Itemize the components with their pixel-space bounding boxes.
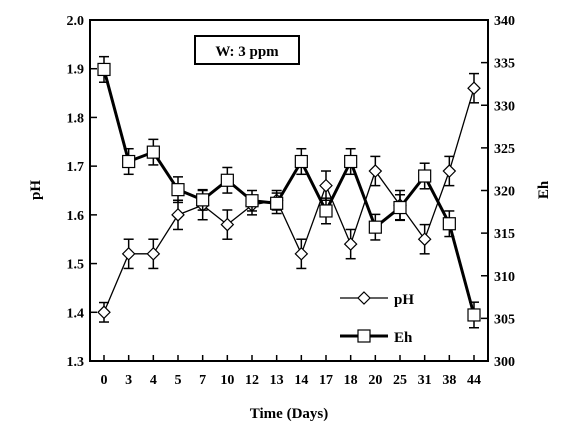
legend-label-ph: pH — [394, 292, 414, 308]
data-point-eh — [245, 194, 259, 208]
y2-tick-label: 315 — [494, 227, 515, 242]
data-point-eh — [171, 183, 185, 197]
diamond-marker-icon — [357, 291, 371, 305]
data-point-eh — [146, 145, 160, 159]
y-tick-label: 1.4 — [67, 306, 85, 321]
x-tick-label: 0 — [101, 373, 108, 388]
y-tick-label: 1.9 — [67, 63, 85, 78]
data-point-eh — [442, 217, 456, 231]
data-point-eh — [196, 193, 210, 207]
y2-tick-label: 340 — [494, 14, 515, 29]
y-tick-label: 2.0 — [67, 14, 85, 29]
x-tick-label: 12 — [245, 373, 259, 388]
series-layer — [97, 55, 481, 329]
series-eh — [97, 55, 481, 329]
x-tick-label: 20 — [368, 373, 382, 388]
data-point-ph — [343, 237, 358, 251]
data-point-eh — [97, 62, 111, 77]
data-point-ph — [121, 246, 136, 261]
y2-tick-label: 310 — [494, 270, 515, 285]
tick-layer: 1.31.41.51.61.71.81.92.03003053103153203… — [67, 14, 516, 388]
square-marker-icon — [357, 329, 371, 343]
series-ph — [97, 72, 481, 323]
y-tick-label: 1.3 — [67, 355, 85, 370]
x-tick-label: 25 — [393, 373, 407, 388]
y2-axis-title: Eh — [536, 180, 552, 199]
data-point-eh — [122, 154, 136, 169]
x-tick-label: 17 — [319, 373, 333, 388]
data-point-ph — [319, 178, 333, 193]
data-point-eh — [368, 220, 382, 234]
data-point-eh — [270, 196, 284, 210]
y2-tick-label: 335 — [494, 57, 515, 72]
y2-tick-label: 300 — [494, 355, 515, 370]
y2-tick-label: 320 — [494, 185, 515, 200]
annotation-box: W: 3 ppm — [194, 35, 300, 65]
y-tick-label: 1.5 — [67, 258, 85, 273]
x-tick-label: 3 — [125, 373, 132, 388]
data-point-eh — [467, 308, 481, 322]
x-tick-label: 13 — [270, 373, 284, 388]
y2-tick-label: 330 — [494, 99, 515, 114]
y-tick-label: 1.7 — [67, 160, 85, 175]
x-axis-title: Time (Days) — [250, 406, 328, 422]
data-point-ph — [97, 305, 111, 320]
x-tick-label: 4 — [150, 373, 157, 388]
x-tick-label: 38 — [442, 373, 456, 388]
data-point-ph — [146, 246, 161, 261]
data-point-eh — [294, 154, 308, 169]
data-point-eh — [344, 154, 358, 169]
data-point-eh — [220, 173, 234, 187]
data-point-eh — [418, 169, 432, 183]
x-tick-label: 7 — [199, 373, 206, 388]
data-point-ph — [294, 246, 309, 261]
x-tick-label: 18 — [344, 373, 358, 388]
data-point-ph — [467, 81, 481, 96]
data-point-ph — [417, 232, 432, 247]
x-tick-label: 10 — [220, 373, 234, 388]
data-point-ph — [220, 217, 235, 232]
series-line-eh — [102, 69, 476, 316]
series-line-ph — [103, 88, 475, 313]
y-axis-title: pH — [28, 180, 44, 200]
x-tick-label: 5 — [175, 373, 182, 388]
y2-tick-label: 325 — [494, 142, 515, 157]
data-point-ph — [171, 208, 185, 222]
x-tick-label: 14 — [294, 373, 308, 388]
plot-frame — [89, 19, 489, 362]
legend-item-ph: pH — [340, 291, 414, 308]
legend: pH Eh — [340, 291, 414, 346]
y-tick-label: 1.8 — [67, 111, 85, 126]
y2-tick-label: 305 — [494, 312, 515, 327]
x-tick-label: 31 — [418, 373, 432, 388]
data-point-eh — [393, 200, 407, 215]
data-point-ph — [368, 164, 383, 178]
y-tick-label: 1.6 — [67, 209, 85, 224]
legend-item-eh: Eh — [340, 329, 413, 346]
data-point-eh — [319, 204, 333, 218]
legend-label-eh: Eh — [394, 330, 413, 346]
data-point-ph — [442, 164, 457, 178]
x-tick-label: 44 — [467, 373, 481, 388]
annotation-label: W: 3 ppm — [215, 44, 279, 60]
